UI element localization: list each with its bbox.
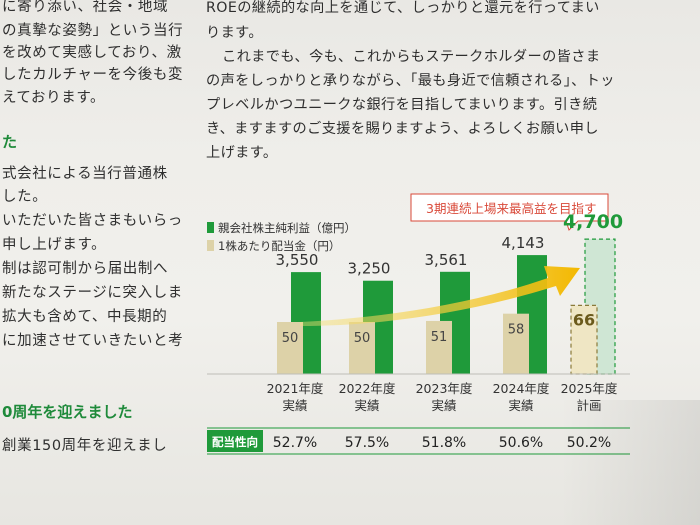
legend-profit-swatch — [207, 222, 214, 233]
category-label: 実績 — [282, 398, 307, 413]
legend-dividend-swatch — [207, 240, 214, 251]
right-line-3: これまでも、今も、これからもステークホルダーの皆さま — [222, 49, 601, 65]
category-label: 2025年度 — [561, 381, 618, 396]
profit-value-label: 3,550 — [276, 251, 319, 269]
left-line-12: 拡大も含めて、中長期的 — [2, 309, 168, 325]
profit-value-label: 3,250 — [348, 260, 391, 278]
callout-text: 3期連続上場来最高益を目指す — [426, 201, 596, 216]
left-line-4: したカルチャーを今後も変 — [2, 67, 184, 83]
dividend-value-label: 58 — [508, 323, 525, 338]
right-line-7: 上げます。 — [206, 145, 278, 161]
right-line-6: き、ますますのご支援を賜りますよう、よろしくお願い申し — [206, 121, 599, 137]
dividend-bar — [426, 320, 452, 374]
category-label: 実績 — [508, 398, 533, 413]
profit-value-label: 4,143 — [502, 234, 545, 252]
left-line-8: いただいた皆さまもいらっ — [2, 213, 183, 229]
left-line-10: 制は認可制から届出制へ — [2, 261, 169, 277]
right-column: ROEの継続的な向上を通じて、しっかりと還元を行ってまい ります。 これまでも、… — [196, 0, 700, 525]
right-line-5: プレベルかつユニークな銀行を目指してまいります。引き続 — [206, 97, 598, 113]
legend-dividend-label: 1株あたり配当金（円） — [218, 239, 340, 253]
left-line-9: 申し上げます。 — [2, 237, 107, 253]
left-heading-1: た — [2, 133, 18, 151]
left-line-2: の真摯な姿勢」という当行 — [2, 23, 184, 39]
category-label: 2024年度 — [493, 381, 550, 396]
left-line-1: に寄り添い、社会・地域 — [2, 0, 169, 15]
dividend-bar — [277, 322, 303, 374]
dividend-bar — [349, 322, 375, 374]
dividend-value-label: 50 — [354, 331, 371, 346]
right-line-1: ROEの継続的な向上を通じて、しっかりと還元を行ってまい — [206, 0, 600, 16]
left-line-13: に加速させていきたいと考 — [2, 333, 184, 349]
callout: 3期連続上場来最高益を目指す — [410, 193, 609, 231]
right-line-2: ります。 — [206, 25, 263, 41]
chart-bars — [277, 238, 616, 375]
dividend-value-label: 50 — [282, 331, 299, 346]
dividend-value-label: 51 — [431, 330, 448, 345]
category-label: 計画 — [576, 398, 601, 413]
left-line-11: 新たなステージに突入しま — [2, 285, 183, 301]
category-label: 実績 — [431, 398, 456, 413]
left-column: に寄り添い、社会・地域 の真摯な姿勢」という当行 を改めて実感しており、激 した… — [0, 0, 186, 525]
payout-label: 配当性向 — [212, 435, 258, 449]
left-line-7: した。 — [2, 189, 48, 205]
payout-row: 配当性向 52.7% 57.5% 51.8% 50.6% 50.2% — [207, 427, 630, 455]
payout-values: 52.7% 57.5% 51.8% 50.6% 50.2% — [273, 435, 611, 451]
payout-label-box — [207, 430, 263, 452]
payout-ratio-value: 52.7% — [273, 435, 317, 451]
right-line-4: の声をしっかりと承りながら、「最も身近で信頼される」、トッ — [206, 73, 615, 89]
left-line-3: を改めて実感しており、激 — [2, 45, 182, 61]
left-heading-2: 0周年を迎えました — [2, 403, 133, 421]
dividend-bar — [503, 313, 529, 374]
profit-value-label: 3,561 — [425, 251, 468, 269]
category-label: 2023年度 — [416, 381, 473, 396]
category-labels: 2021年度実績2022年度実績2023年度実績2024年度実績2025年度計画 — [267, 381, 618, 413]
payout-ratio-value: 57.5% — [345, 435, 389, 451]
category-label: 2021年度 — [267, 381, 324, 396]
left-line-5: えております。 — [2, 90, 106, 106]
payout-ratio-value: 50.6% — [499, 435, 543, 451]
left-line-6: 式会社による当行普通株 — [2, 166, 168, 182]
category-label: 2022年度 — [339, 381, 396, 396]
legend: 親会社株主純利益（億円） 1株あたり配当金（円） — [207, 221, 356, 253]
legend-profit-label: 親会社株主純利益（億円） — [218, 221, 356, 235]
category-label: 実績 — [354, 398, 379, 413]
page-shadow — [560, 400, 700, 525]
growth-arrow — [300, 266, 580, 326]
left-line-14: 創業150周年を迎えまし — [2, 438, 168, 454]
payout-ratio-value: 50.2% — [567, 435, 611, 451]
dividend-value-label: 66 — [573, 310, 595, 329]
payout-ratio-value: 51.8% — [422, 435, 466, 451]
callout-box — [410, 193, 609, 231]
profit-value-label: 4,700 — [563, 211, 623, 233]
value-labels: 3,550 50 3,250 50 3,561 51 4,143 58 4,700 66 — [276, 211, 624, 346]
